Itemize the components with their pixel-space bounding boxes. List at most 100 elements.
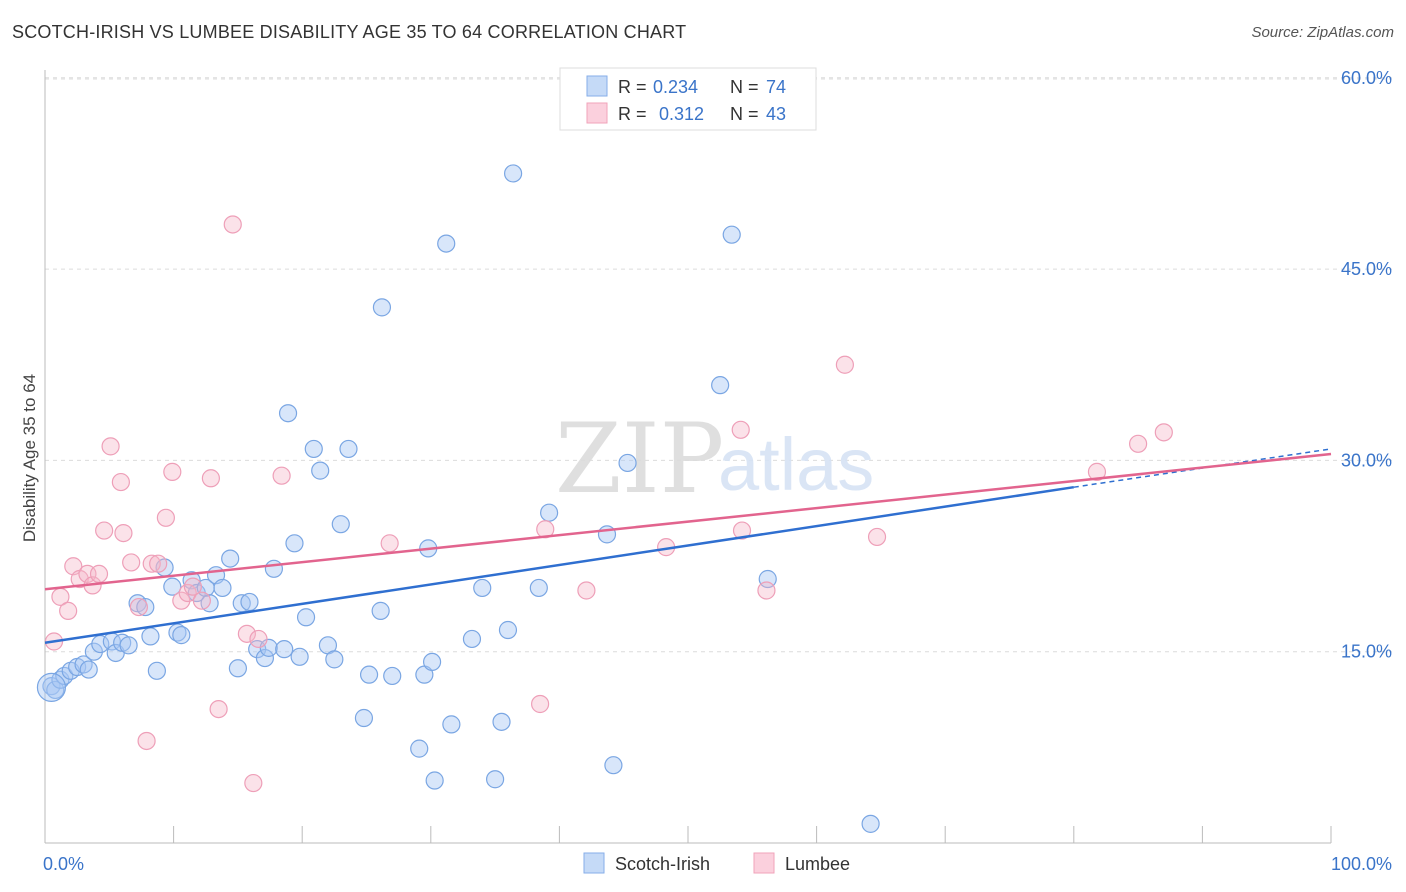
lumbee-point [867, 527, 887, 547]
legend-swatch-pink [586, 102, 608, 124]
chart-source: Source: ZipAtlas.com [1251, 24, 1394, 41]
lumbee-point [137, 731, 156, 751]
lumbee-point [101, 437, 120, 456]
scotch-irish-point [425, 771, 444, 790]
scotch-irish-point [722, 225, 741, 244]
scotch-irish-point [228, 659, 247, 678]
scotch-irish-point [304, 439, 323, 459]
lumbee-point [89, 564, 109, 584]
legend-n-label-1: N = [730, 77, 759, 97]
scotch-irish-points [36, 164, 880, 833]
scotch-irish-point [74, 655, 93, 674]
scotch-irish-point [442, 715, 461, 734]
legend-bottom-swatch-pink [753, 852, 775, 874]
scotch-irish-point [618, 453, 637, 473]
scotch-irish-point [264, 559, 284, 578]
y-tick-label: 30.0% [1341, 450, 1392, 470]
legend-r-value-1: 0.234 [653, 77, 698, 97]
scotch-irish-point [498, 620, 518, 640]
lumbee-point [122, 553, 141, 572]
scotch-irish-point [462, 629, 482, 649]
scotch-irish-point [371, 601, 390, 620]
watermark: ZIP atlas [555, 403, 874, 515]
y-tick-label: 15.0% [1341, 642, 1392, 662]
y-tick-label: 60.0% [1341, 68, 1392, 88]
lumbee-point [577, 581, 596, 600]
scotch-irish-point [232, 594, 251, 613]
y-axis-label: Disability Age 35 to 64 [20, 374, 39, 542]
scotch-irish-point [163, 577, 182, 596]
scotch-irish-point [437, 234, 456, 253]
lumbee-point [531, 694, 550, 714]
legend-r-label-1: R = [618, 77, 647, 97]
scotch-irish-point [758, 569, 777, 589]
chart-title: SCOTCH-IRISH VS LUMBEE DISABILITY AGE 35… [12, 22, 687, 42]
scotch-irish-point [46, 680, 65, 700]
scotch-irish-point [383, 666, 402, 686]
lumbee-point [223, 215, 242, 234]
scotch-irish-point [119, 636, 138, 655]
scotch-irish-point [529, 578, 548, 598]
x-tick-labels: 0.0% 100.0% [43, 854, 1392, 874]
lumbee-point [156, 508, 175, 527]
x-tick-label: 100.0% [1331, 854, 1392, 874]
legend-n-value-2: 43 [766, 104, 786, 124]
scotch-irish-point [311, 461, 330, 480]
scotch-irish-point [136, 597, 155, 617]
trend-lines [44, 448, 1332, 645]
lumbee-point [142, 554, 161, 573]
lumbee-point [757, 581, 776, 600]
legend-bottom: Scotch-Irish Lumbee [583, 852, 850, 874]
lumbee-trend-line [44, 452, 1332, 591]
lumbee-point [1087, 462, 1107, 481]
scotch-irish-point [259, 638, 278, 657]
lumbee-point [201, 469, 220, 488]
scotch-irish-point [147, 661, 166, 680]
scotch-irish-point [172, 626, 191, 645]
scotch-irish-point [240, 592, 259, 612]
scotch-irish-point [290, 647, 309, 666]
scotch-irish-point [213, 578, 232, 598]
scotch-irish-point [372, 298, 392, 317]
legend-r-value-2: 0.312 [659, 104, 704, 124]
lumbee-point [244, 773, 263, 793]
scotch-irish-point [604, 756, 623, 775]
scotch-irish-point [325, 650, 344, 669]
scotch-irish-point [36, 672, 67, 703]
lumbee-point [1128, 434, 1148, 453]
lumbee-point [249, 629, 268, 649]
scotch-irish-point [359, 665, 379, 684]
lumbee-points [44, 215, 1173, 793]
x-tick-label: 0.0% [43, 854, 84, 874]
lumbee-point [209, 699, 228, 719]
lumbee-point [163, 462, 182, 481]
legend-n-value-1: 74 [766, 77, 786, 97]
scotch-irish-point [278, 404, 298, 423]
scotch-irish-point [711, 376, 730, 395]
lumbee-point [114, 523, 133, 543]
scotch-irish-point [492, 712, 511, 731]
lumbee-point [183, 577, 202, 596]
legend-bottom-label-blue: Scotch-Irish [615, 854, 710, 874]
scotch-irish-point [354, 708, 374, 728]
y-tick-label: 45.0% [1341, 259, 1392, 279]
lumbee-point [149, 554, 168, 573]
lumbee-point [1154, 423, 1173, 442]
lumbee-point [192, 591, 211, 610]
lumbee-point [731, 420, 750, 439]
scotch-irish-point [275, 640, 294, 659]
legend-bottom-swatch-blue [583, 852, 605, 874]
lumbee-point [272, 466, 291, 485]
watermark-zip: ZIP [555, 403, 724, 515]
lumbee-point [835, 355, 854, 374]
scotch-irish-point [285, 534, 304, 553]
legend-top: R = 0.234 N = 74 R = 0.312 N = 43 [559, 67, 817, 131]
scotch-irish-point [861, 814, 880, 833]
scotch-irish-point [504, 164, 523, 183]
lumbee-point [237, 624, 257, 643]
axes [44, 70, 1332, 844]
scotch-irish-trend-line [44, 485, 1074, 645]
lumbee-point [732, 521, 752, 540]
scotch-irish-point [422, 652, 442, 672]
